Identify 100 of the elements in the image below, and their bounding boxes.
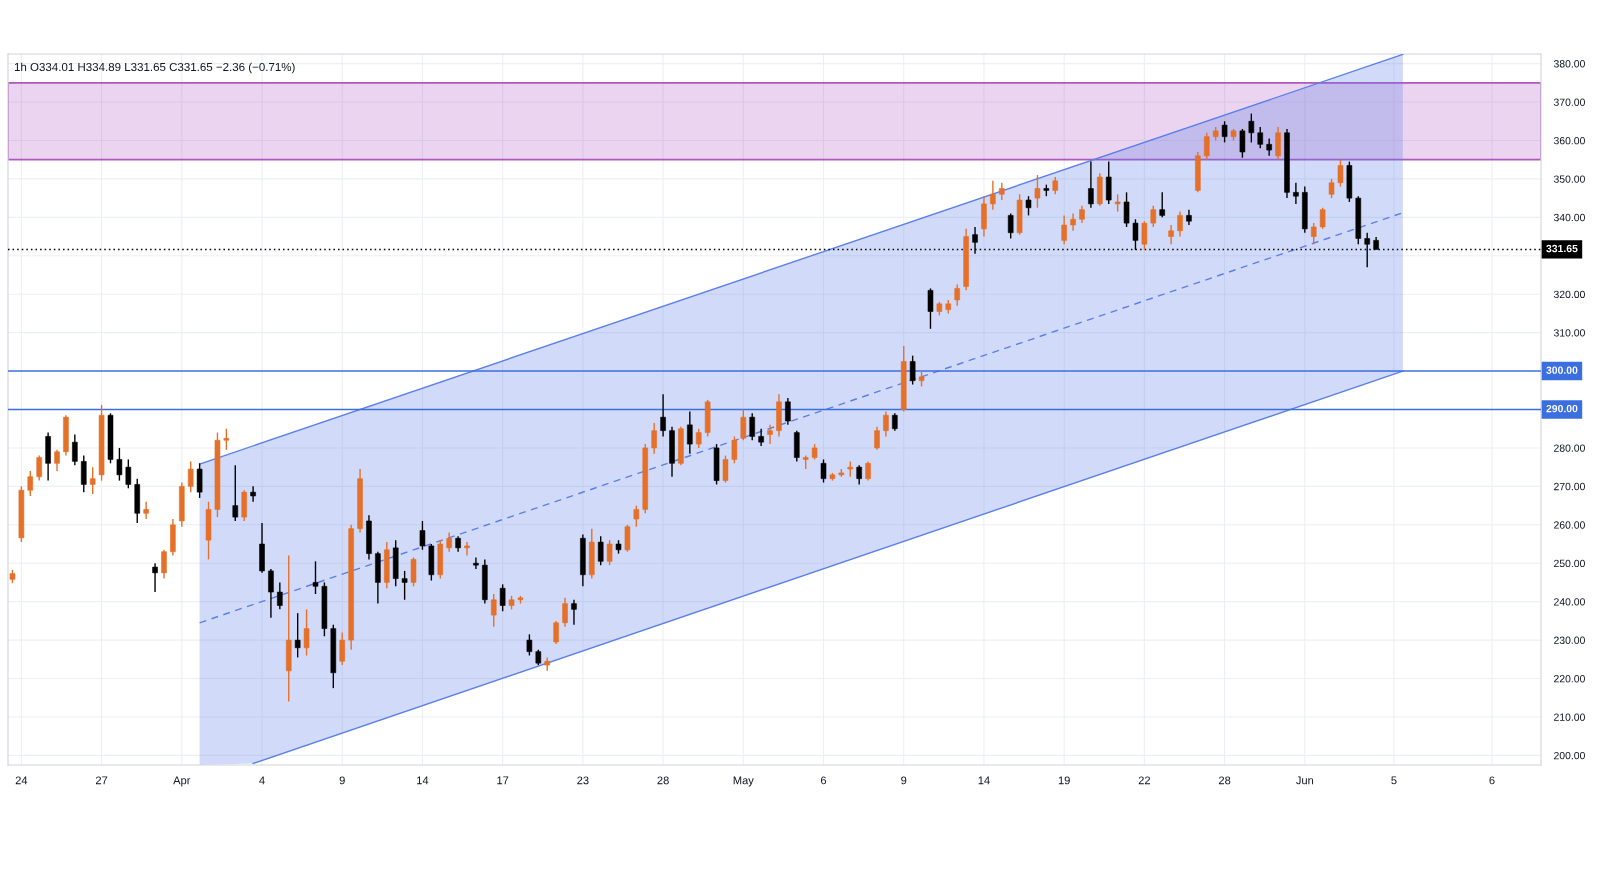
x-tick-label: 9 <box>339 776 345 785</box>
x-tick-label: Apr <box>173 776 191 787</box>
candlestick <box>116 447 123 482</box>
candlestick <box>562 597 568 628</box>
y-tick-label: 360.00 <box>1553 136 1585 145</box>
candlestick <box>410 556 417 587</box>
candlestick <box>1248 112 1255 144</box>
candlestick <box>1168 224 1174 245</box>
candlestick <box>339 631 346 666</box>
ref-line-label: 290.00 <box>1546 404 1578 413</box>
ref-line-label: 331.65 <box>1546 244 1578 253</box>
candlestick <box>731 435 738 465</box>
candlestick <box>606 539 613 566</box>
candlestick <box>1203 132 1210 161</box>
candlestick <box>464 541 470 557</box>
candlestick <box>294 612 301 659</box>
y-tick-label: 310.00 <box>1553 329 1585 337</box>
candlestick <box>1007 212 1014 240</box>
candlestick <box>1328 178 1335 199</box>
candlestick <box>526 633 533 657</box>
candlestick <box>473 556 479 570</box>
candlestick <box>152 562 158 593</box>
x-tick-label: 19 <box>1058 776 1070 785</box>
y-tick-label: 320.00 <box>1553 290 1585 299</box>
x-tick-label: 6 <box>821 776 827 785</box>
candlestick <box>1293 182 1299 205</box>
candlestick <box>856 464 862 486</box>
candlestick <box>1141 220 1148 251</box>
x-tick-label: 17 <box>497 776 509 785</box>
candlestick <box>1088 160 1094 209</box>
candlestick <box>883 410 889 438</box>
x-tick-label: 4 <box>259 776 265 785</box>
candlestick <box>990 180 996 211</box>
x-tick-label: 14 <box>417 776 429 785</box>
candlestick <box>1105 160 1112 205</box>
candlestick <box>1061 214 1067 245</box>
candlestick <box>909 354 916 386</box>
candlestick <box>571 599 577 626</box>
candlestick <box>89 466 96 495</box>
candlestick <box>874 426 880 451</box>
candlestick <box>651 422 657 455</box>
x-tick-label: 24 <box>15 776 28 785</box>
x-tick-label: 9 <box>901 776 907 785</box>
candlestick <box>125 458 132 489</box>
x-tick-label: 6 <box>1489 776 1495 785</box>
y-tick-label: 200.00 <box>1554 751 1585 760</box>
candlestick <box>865 460 871 482</box>
candlestick <box>401 570 408 601</box>
candlestick <box>785 397 791 426</box>
y-tick-label: 250.00 <box>1554 559 1585 568</box>
y-tick-label: 350.00 <box>1553 175 1585 183</box>
candlestick <box>597 535 604 566</box>
candlestick <box>419 520 426 551</box>
candlestick <box>80 454 87 493</box>
candlestick <box>250 485 256 503</box>
candlestick <box>446 531 452 553</box>
x-tick-label: May <box>733 776 754 787</box>
y-tick-label: 270.00 <box>1554 482 1585 491</box>
candlestick <box>223 428 230 451</box>
x-tick-label: 28 <box>1218 776 1231 785</box>
candlestick <box>268 568 274 619</box>
candlestick <box>72 433 78 466</box>
candlestick <box>232 464 239 522</box>
x-tick-label: 14 <box>978 776 990 785</box>
candlestick <box>749 412 755 441</box>
candlestick <box>1319 207 1326 230</box>
candlestick <box>303 608 310 657</box>
candlestick <box>1239 128 1246 159</box>
candlestick <box>1310 222 1317 245</box>
candlestick <box>490 593 497 628</box>
candlestick <box>1275 126 1281 161</box>
candlestick <box>624 524 631 553</box>
candlestick <box>927 287 934 330</box>
candlestick <box>54 449 60 472</box>
candlestick <box>36 454 42 482</box>
candlestick <box>1159 191 1165 219</box>
text: 1h O334.01 H334.89 L331.65 C331.65 −2.36 (−0.71%) <box>14 62 295 74</box>
x-tick-label: 22 <box>1138 776 1150 785</box>
candlestick <box>722 454 729 484</box>
candlestick <box>1337 158 1344 188</box>
candlestick <box>161 549 167 580</box>
candlestick <box>312 560 319 595</box>
x-tick-label: 28 <box>657 776 669 785</box>
y-tick-label: 240.00 <box>1554 598 1585 606</box>
candlestick <box>143 501 149 520</box>
candlestick <box>767 424 773 445</box>
candlestick <box>1034 174 1041 209</box>
candlestick <box>1025 195 1032 217</box>
candlestick <box>695 428 702 449</box>
y-tick-label: 380.00 <box>1553 60 1585 68</box>
y-tick-label: 260.00 <box>1554 521 1585 529</box>
x-tick-label: 27 <box>95 776 108 785</box>
y-tick-label: 220.00 <box>1554 675 1585 683</box>
x-tick-label: Jun <box>1296 776 1314 785</box>
x-tick-label: 23 <box>577 776 589 785</box>
candlestick <box>187 460 194 493</box>
candlestick <box>660 393 666 438</box>
y-tick-label: 280.00 <box>1554 444 1585 452</box>
candlestick <box>954 283 960 307</box>
candlestick <box>1257 126 1264 149</box>
